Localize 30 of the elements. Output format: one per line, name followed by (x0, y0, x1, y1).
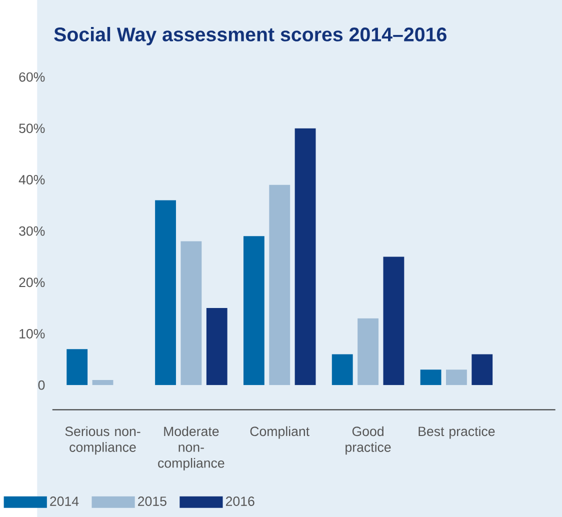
bar (332, 354, 353, 385)
y-tick-label: 60% (19, 72, 45, 82)
y-tick-label: 10% (20, 328, 45, 338)
y-tick-label: 20% (19, 278, 45, 287)
chart-title: Social Way assessment scores 2014–2016 (54, 26, 446, 46)
bar (294, 128, 316, 385)
bar (269, 184, 290, 385)
y-tick-label: 30% (19, 226, 45, 236)
x-tick-label: Moderate non-compliance (158, 426, 224, 470)
bar (383, 256, 404, 385)
y-tick-label: 0 (38, 380, 45, 390)
y-tick-label: 40% (18, 174, 45, 184)
legend-label: 2015 (138, 496, 166, 506)
legend-label: 2014 (50, 496, 79, 506)
bar (66, 349, 88, 385)
bar (243, 236, 264, 385)
bar (180, 241, 202, 385)
bar (358, 318, 378, 385)
x-tick-label: Best practice (418, 426, 495, 439)
y-tick-label: 50% (19, 124, 45, 133)
x-tick-label: Serious non-compliance (65, 426, 140, 454)
x-tick-label: Compliant (250, 426, 310, 439)
bar (472, 354, 493, 385)
bar (446, 370, 467, 385)
bar (206, 308, 228, 385)
legend-label: 2016 (226, 496, 254, 506)
bar (155, 200, 176, 385)
bar (420, 370, 442, 385)
x-tick-label: Good practice (346, 426, 391, 454)
bar (92, 380, 114, 385)
